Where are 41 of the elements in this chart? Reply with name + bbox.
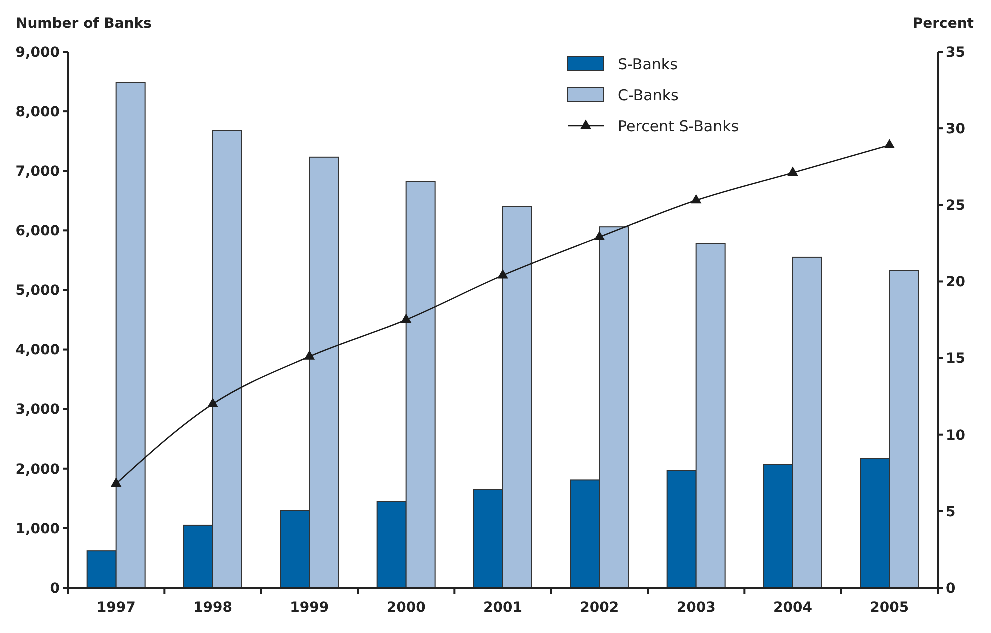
point (594, 231, 606, 240)
point (498, 269, 508, 279)
x-tick-label: 1998 (194, 600, 232, 616)
y2-tick-label: 25 (946, 198, 966, 214)
y2-tick-label: 20 (946, 274, 966, 291)
point (304, 350, 316, 360)
y-tick-label: 6,000 (16, 224, 60, 240)
x-tick-label: 2001 (484, 600, 522, 616)
legend-label: Percent S-Banks (618, 117, 740, 136)
y-tick-label: 1,000 (16, 521, 60, 538)
x-tick-label: 1997 (96, 600, 136, 616)
y2-axis-title: Percent (912, 16, 974, 32)
x-tick-label: 2002 (580, 600, 620, 616)
y2-tick-label: 0 (946, 580, 956, 597)
x-tick-label: 2000 (386, 600, 426, 616)
y2-tick-label: 5 (946, 504, 956, 520)
y-tick-label: 7,000 (16, 164, 60, 180)
legend-label: S-Banks (618, 55, 678, 74)
y-tick-label: 2,000 (16, 462, 60, 478)
x-tick-label: 2005 (870, 600, 910, 616)
point (208, 398, 218, 408)
point (110, 478, 122, 487)
x-tick-label: 2003 (676, 600, 716, 616)
y-tick-label: 9,000 (16, 44, 60, 61)
y2-tick-label: 30 (946, 121, 966, 138)
y-tick-label: 0 (50, 580, 60, 597)
y2-tick-label: 35 (946, 44, 966, 61)
x-tick-label: 1999 (290, 600, 330, 616)
legend-label: C-Banks (618, 86, 680, 104)
y-tick-label: 4,000 (16, 342, 60, 359)
y2-tick-label: 10 (946, 428, 966, 444)
point (884, 139, 896, 149)
point (788, 166, 798, 176)
y-axis-title: Number of Banks (16, 16, 152, 32)
y-tick-label: 8,000 (16, 104, 60, 120)
y-tick-label: 5,000 (16, 283, 60, 300)
x-tick-label: 2004 (774, 600, 813, 616)
y2-tick-label: 15 (946, 351, 966, 368)
point (400, 314, 412, 324)
y-tick-label: 3,000 (16, 402, 60, 418)
point (690, 194, 702, 204)
